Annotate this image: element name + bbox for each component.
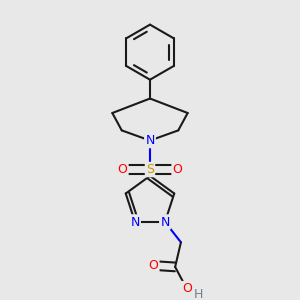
- Text: N: N: [145, 134, 155, 147]
- Text: O: O: [182, 282, 192, 295]
- Text: O: O: [118, 163, 128, 176]
- Text: S: S: [146, 163, 154, 176]
- Text: O: O: [172, 163, 182, 176]
- Text: H: H: [194, 288, 204, 300]
- Text: O: O: [148, 259, 158, 272]
- Text: N: N: [130, 215, 140, 229]
- Text: N: N: [160, 215, 170, 229]
